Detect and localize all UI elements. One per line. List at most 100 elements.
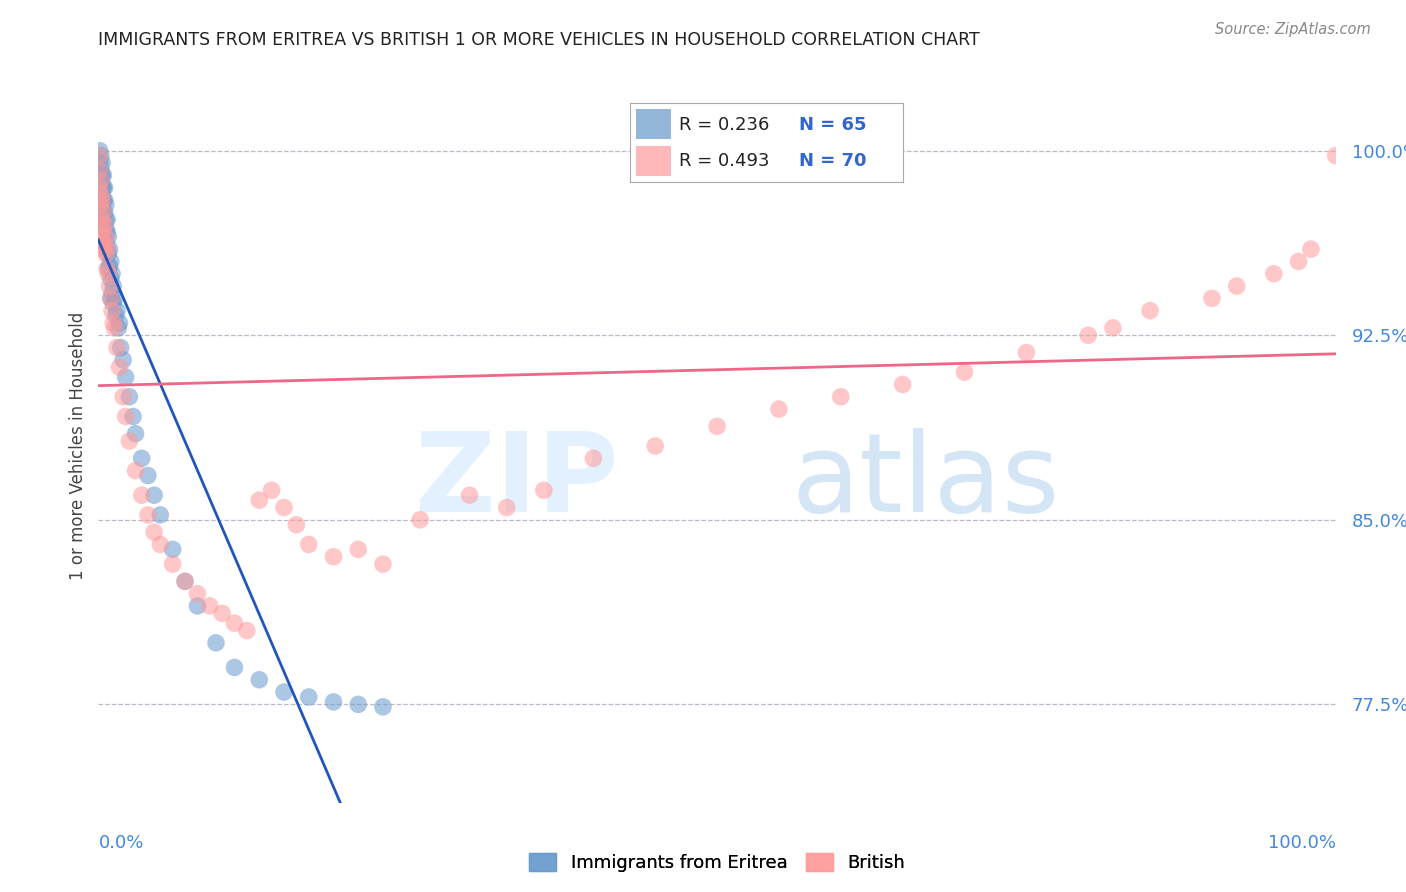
Point	[322, 549, 344, 564]
Point	[1015, 345, 1038, 359]
Point	[149, 537, 172, 551]
Point	[162, 557, 184, 571]
Point	[90, 148, 112, 162]
Point	[891, 377, 914, 392]
Point	[93, 180, 115, 194]
Point	[91, 212, 114, 227]
Point	[112, 352, 135, 367]
Point	[124, 426, 146, 441]
Point	[93, 205, 115, 219]
Point	[1288, 254, 1310, 268]
Text: ZIP: ZIP	[415, 428, 619, 535]
Point	[186, 599, 208, 613]
Point	[90, 173, 112, 187]
Point	[93, 218, 115, 232]
Point	[162, 542, 184, 557]
Point	[94, 235, 117, 249]
Point	[89, 148, 111, 162]
Point	[90, 163, 112, 178]
Point	[90, 180, 112, 194]
Point	[93, 222, 115, 236]
Point	[89, 169, 111, 183]
Point	[347, 698, 370, 712]
Point	[495, 500, 517, 515]
Point	[371, 699, 394, 714]
Point	[96, 212, 118, 227]
Point	[174, 574, 197, 589]
Point	[114, 409, 136, 424]
Point	[1263, 267, 1285, 281]
Point	[236, 624, 259, 638]
Text: 100.0%: 100.0%	[1268, 834, 1336, 852]
Point	[768, 402, 790, 417]
Point	[98, 260, 121, 274]
Point	[94, 247, 117, 261]
Point	[91, 193, 114, 207]
Point	[347, 542, 370, 557]
Text: IMMIGRANTS FROM ERITREA VS BRITISH 1 OR MORE VEHICLES IN HOUSEHOLD CORRELATION C: IMMIGRANTS FROM ERITREA VS BRITISH 1 OR …	[98, 31, 980, 49]
Point	[97, 261, 120, 276]
Point	[1139, 303, 1161, 318]
Point	[118, 434, 141, 448]
Point	[186, 587, 208, 601]
Point	[89, 144, 111, 158]
Point	[136, 468, 159, 483]
Point	[103, 291, 125, 305]
Point	[93, 242, 115, 256]
Point	[96, 225, 118, 239]
Point	[110, 341, 132, 355]
Point	[96, 261, 118, 276]
Point	[124, 464, 146, 478]
Point	[143, 525, 166, 540]
Point	[100, 291, 122, 305]
Point	[224, 616, 246, 631]
Point	[644, 439, 666, 453]
Point	[89, 163, 111, 178]
Point	[224, 660, 246, 674]
Point	[93, 237, 115, 252]
Point	[101, 303, 124, 318]
Point	[114, 370, 136, 384]
Point	[90, 188, 112, 202]
Point	[409, 513, 432, 527]
Point	[298, 690, 321, 704]
Point	[94, 198, 117, 212]
Point	[91, 193, 114, 207]
Point	[298, 537, 321, 551]
Point	[1201, 291, 1223, 305]
Point	[322, 695, 344, 709]
Point	[91, 156, 114, 170]
Point	[91, 169, 114, 183]
Legend: Immigrants from Eritrea, British: Immigrants from Eritrea, British	[522, 846, 912, 880]
Point	[91, 205, 114, 219]
Point	[458, 488, 481, 502]
Text: atlas: atlas	[792, 428, 1060, 535]
Point	[97, 230, 120, 244]
Point	[273, 685, 295, 699]
Text: Source: ZipAtlas.com: Source: ZipAtlas.com	[1215, 22, 1371, 37]
Point	[706, 419, 728, 434]
Point	[247, 493, 270, 508]
Point	[198, 599, 221, 613]
Point	[103, 316, 125, 330]
Point	[143, 488, 166, 502]
Point	[97, 267, 120, 281]
Point	[1077, 328, 1099, 343]
Point	[94, 212, 117, 227]
Point	[953, 365, 976, 379]
Point	[247, 673, 270, 687]
Point	[533, 483, 555, 498]
Point	[582, 451, 605, 466]
Point	[90, 173, 112, 187]
Point	[118, 390, 141, 404]
Point	[93, 205, 115, 219]
Point	[108, 316, 131, 330]
Point	[96, 242, 118, 256]
Point	[98, 279, 121, 293]
Point	[105, 341, 128, 355]
Point	[371, 557, 394, 571]
Point	[1102, 321, 1125, 335]
Point	[149, 508, 172, 522]
Point	[103, 279, 125, 293]
Point	[100, 271, 122, 285]
